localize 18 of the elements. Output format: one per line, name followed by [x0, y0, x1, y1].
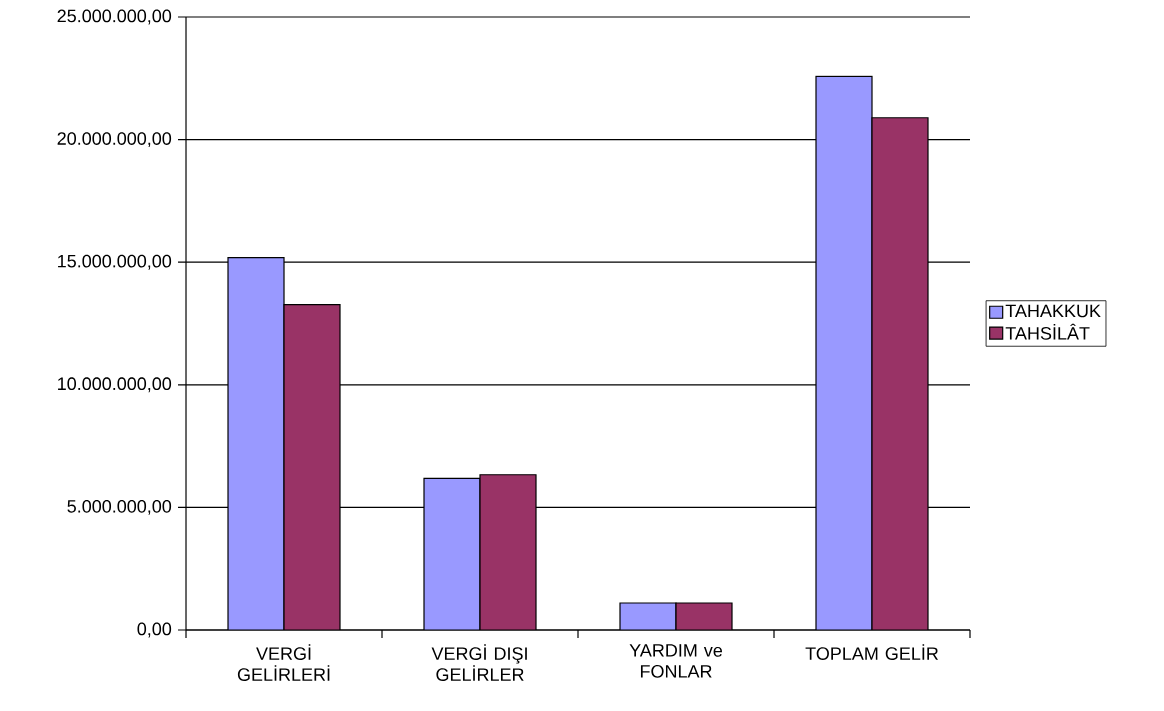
x-tick-label: TOPLAM GELİR — [805, 644, 939, 660]
bar — [871, 117, 929, 630]
x-tick-label: VERGİ DIŞI GELİRLER — [431, 644, 527, 681]
y-tick-label: 10.000.000,00 — [58, 377, 172, 393]
bar — [815, 75, 873, 630]
bar — [283, 304, 341, 630]
bar — [479, 474, 537, 630]
y-tick-label: 0,00 — [137, 622, 172, 638]
legend-label: TAHAKKUK — [1005, 304, 1101, 318]
y-tick-label: 15.000.000,00 — [58, 254, 172, 270]
bar — [423, 477, 481, 630]
y-tick-label: 5.000.000,00 — [67, 499, 172, 515]
y-tick-label: 25.000.000,00 — [57, 9, 172, 25]
bar — [227, 256, 285, 630]
legend-label: TAHSİLÂT — [1005, 323, 1090, 340]
y-tick-label: 20.000.000,00 — [57, 132, 172, 148]
x-tick-label: YARDIM ve FONLAR — [629, 644, 723, 678]
x-tick-label: VERGİ GELİRLERİ — [237, 644, 330, 681]
